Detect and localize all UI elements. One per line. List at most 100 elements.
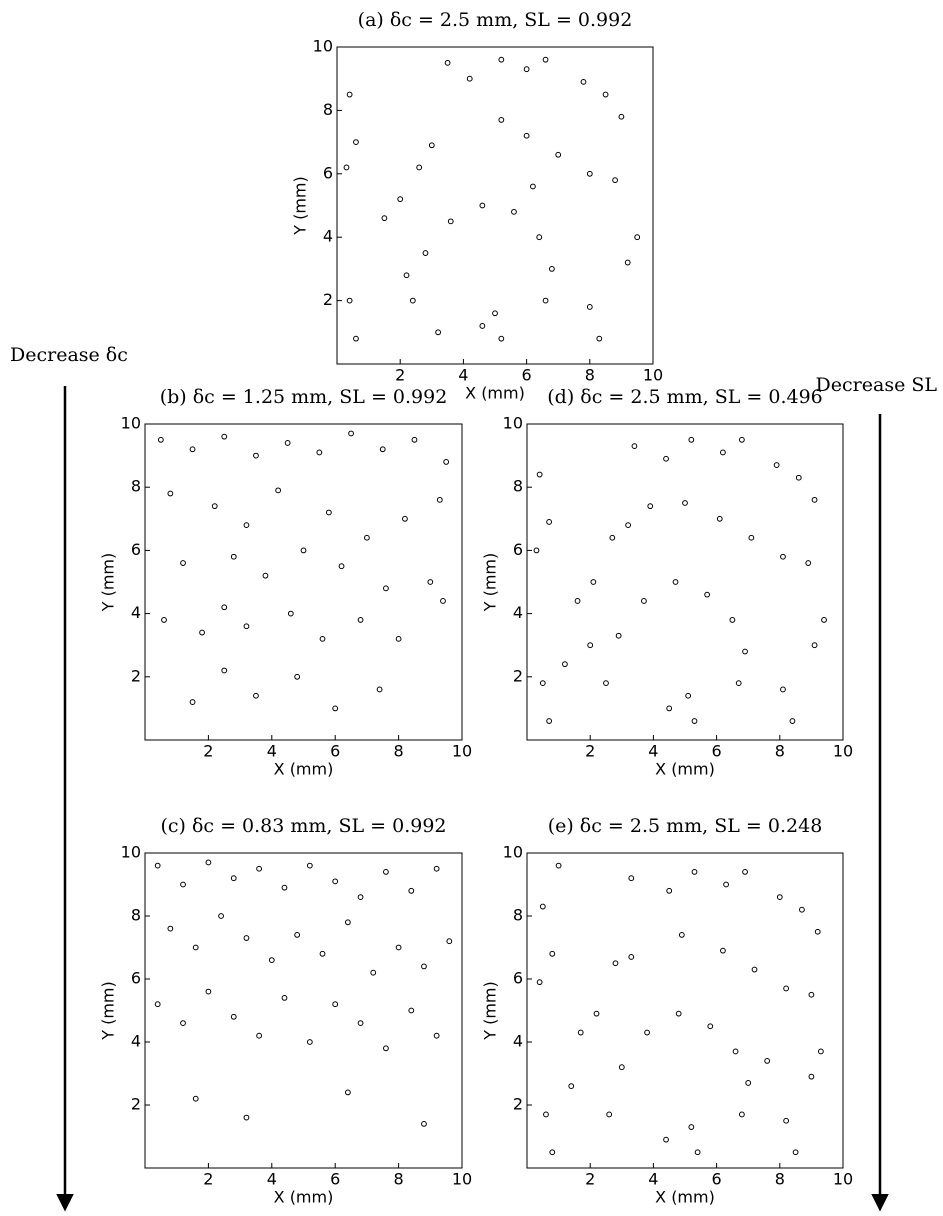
y-tick-label: 10 — [313, 37, 333, 56]
point — [628, 875, 635, 882]
point — [433, 1032, 440, 1039]
point — [346, 297, 353, 304]
point — [546, 519, 553, 525]
panel-title: (d) δc = 2.5 mm, SL = 0.496 — [547, 386, 823, 408]
point — [609, 534, 616, 541]
plot-frame — [144, 852, 463, 1169]
x-axis-label: X (mm) — [655, 760, 715, 779]
point — [364, 534, 370, 541]
point — [411, 436, 418, 443]
point — [205, 988, 212, 995]
annotation: Decrease SL — [816, 374, 938, 396]
point — [811, 642, 818, 649]
point — [306, 862, 313, 869]
point — [735, 680, 742, 687]
x-tick-label: 8 — [775, 1170, 785, 1189]
point — [691, 718, 698, 724]
panel-title: (a) δc = 2.5 mm, SL = 0.992 — [358, 9, 633, 31]
point — [157, 436, 164, 443]
point — [672, 579, 679, 585]
point — [230, 1013, 237, 1020]
point — [773, 462, 780, 468]
x-tick-label: 8 — [394, 1170, 404, 1189]
point — [615, 632, 622, 639]
point — [189, 699, 196, 705]
point — [593, 1010, 600, 1017]
point — [523, 66, 530, 73]
point — [498, 335, 505, 342]
y-tick-label: 2 — [131, 1095, 141, 1114]
point — [422, 250, 429, 256]
y-tick-label: 6 — [323, 163, 333, 182]
point — [243, 623, 250, 630]
point — [346, 91, 353, 98]
point — [742, 648, 748, 655]
point — [357, 617, 364, 623]
point — [446, 938, 453, 945]
point — [631, 443, 638, 450]
point — [783, 985, 790, 992]
point — [498, 117, 505, 123]
point — [284, 440, 291, 446]
y-tick-label: 10 — [121, 843, 141, 862]
x-axis-label: X (mm) — [465, 384, 525, 403]
point — [230, 553, 237, 560]
point — [666, 705, 673, 712]
point — [580, 78, 587, 85]
point — [511, 208, 517, 215]
x-tick-label: 6 — [712, 742, 722, 761]
point — [799, 906, 805, 913]
x-tick-label: 8 — [394, 742, 404, 761]
y-tick-label: 10 — [503, 414, 523, 433]
x-tick-label: 4 — [648, 742, 658, 761]
point — [243, 522, 250, 529]
point — [764, 1058, 771, 1064]
point — [408, 887, 415, 894]
point — [596, 335, 603, 342]
x-tick-label: 2 — [585, 1170, 595, 1189]
point — [357, 1020, 364, 1026]
point — [319, 635, 326, 642]
point — [625, 522, 632, 529]
point — [253, 452, 259, 459]
point — [300, 547, 307, 554]
point — [738, 1111, 745, 1118]
point — [416, 164, 423, 171]
y-tick-label: 6 — [131, 540, 141, 559]
point — [243, 935, 250, 941]
x-axis-label: X (mm) — [274, 1188, 334, 1207]
x-tick-label: 10 — [833, 742, 853, 761]
point — [256, 1032, 263, 1039]
x-tick-label: 4 — [267, 1170, 277, 1189]
y-axis-label: Y (mm) — [99, 981, 118, 1041]
point — [647, 503, 654, 510]
point — [287, 610, 294, 617]
point — [433, 865, 440, 872]
point — [205, 859, 212, 866]
plot-frame — [336, 46, 654, 365]
point — [294, 673, 301, 680]
point — [666, 887, 673, 894]
point — [603, 680, 609, 687]
point — [443, 459, 450, 465]
y-tick-label: 4 — [131, 1032, 141, 1051]
point — [704, 591, 711, 598]
annotation: Decrease δc — [10, 344, 128, 366]
point — [644, 1029, 650, 1036]
point — [268, 957, 275, 963]
point — [332, 878, 339, 885]
point — [738, 436, 745, 443]
y-tick-label: 8 — [513, 906, 523, 925]
point — [742, 869, 748, 875]
point — [543, 1111, 549, 1118]
point — [256, 865, 263, 872]
point — [536, 471, 543, 478]
point — [319, 950, 326, 957]
point — [612, 177, 618, 184]
point — [332, 1001, 339, 1008]
point — [281, 995, 288, 1001]
x-tick-label: 2 — [585, 742, 595, 761]
x-tick-label: 6 — [712, 1170, 722, 1189]
point — [542, 297, 549, 304]
point — [745, 1080, 752, 1086]
